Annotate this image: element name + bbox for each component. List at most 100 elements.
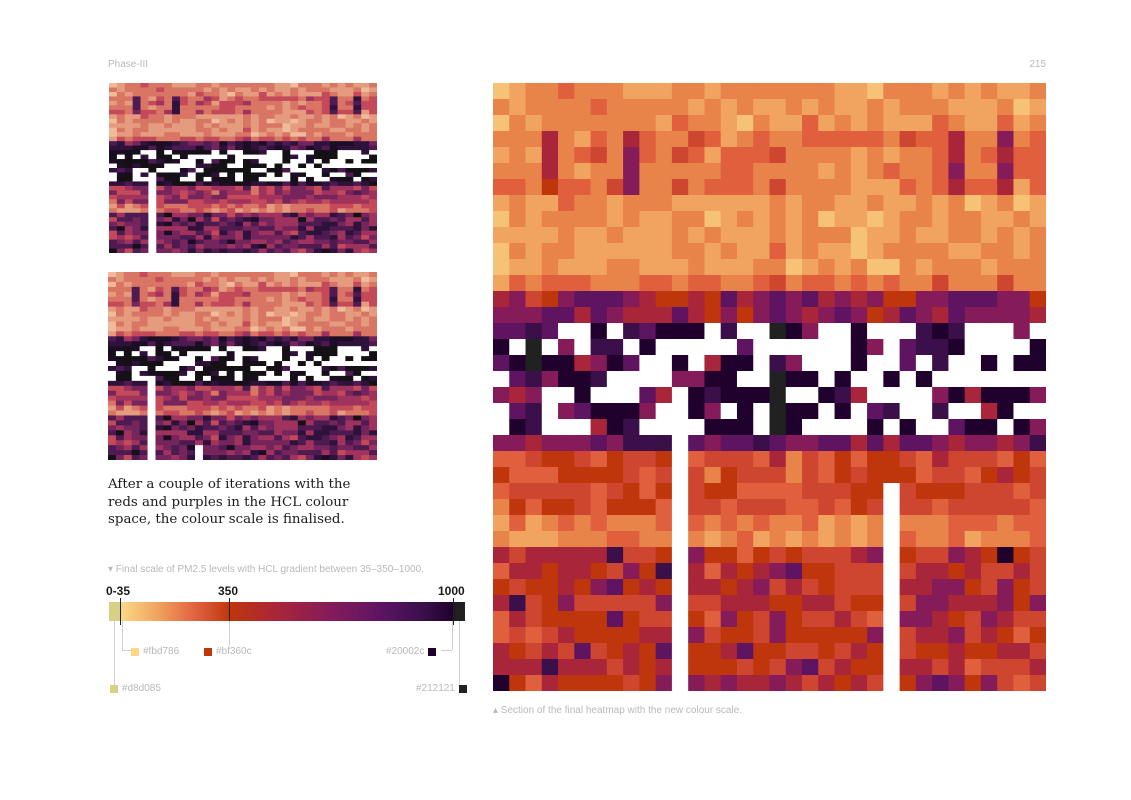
heatmap-cell: [305, 425, 315, 431]
heatmap-cell: [345, 410, 354, 416]
heatmap-cell: [202, 301, 212, 308]
heatmap-cell: [883, 371, 901, 388]
heatmap-cell: [195, 450, 204, 456]
heatmap-cell: [671, 307, 689, 324]
heatmap-cell: [266, 356, 275, 362]
heatmap-cell: [171, 375, 180, 382]
heatmap-cell: [155, 311, 164, 317]
heatmap-cell: [140, 87, 149, 93]
heatmap-cell: [289, 455, 299, 460]
heatmap-cell: [818, 163, 835, 180]
heatmap-cell: [329, 194, 338, 200]
heatmap-cell: [242, 370, 251, 377]
heatmap-cell: [172, 208, 181, 214]
heatmap-cell: [337, 176, 346, 182]
heatmap-cell: [305, 346, 315, 352]
heatmap-cell: [802, 451, 819, 468]
heatmap-cell: [802, 291, 819, 308]
heatmap-cell: [115, 455, 125, 460]
heatmap-cell: [218, 385, 228, 392]
heatmap-cell: [147, 435, 156, 441]
heatmap-cell: [218, 351, 228, 357]
heatmap-cell: [202, 356, 212, 362]
heatmap-cell: [899, 323, 917, 340]
heatmap-cell: [883, 323, 901, 340]
heatmap-cell: [195, 316, 204, 322]
heatmap-cell: [203, 235, 212, 240]
heatmap-cell: [108, 291, 117, 298]
heatmap-cell: [818, 483, 835, 500]
heatmap-cell: [313, 159, 323, 164]
heatmap-cell: [124, 96, 134, 102]
heatmap-cell: [187, 235, 197, 240]
heatmap-cell: [147, 390, 156, 397]
heatmap-cell: [493, 595, 510, 612]
heatmap-cell: [883, 99, 901, 116]
heatmap-cell: [258, 226, 268, 232]
heatmap-cell: [148, 208, 157, 214]
heatmap-cell: [329, 150, 338, 155]
heatmap-cell: [639, 627, 657, 644]
heatmap-cell: [187, 272, 196, 278]
heatmap-cell: [171, 272, 180, 278]
heatmap-cell: [250, 380, 259, 387]
heatmap-cell: [720, 339, 738, 356]
heatmap-cell: [353, 316, 362, 322]
heatmap-cell: [639, 403, 657, 420]
heatmap-cell: [850, 435, 868, 452]
heatmap-cell: [131, 281, 141, 288]
heatmap-cell: [235, 114, 244, 120]
heatmap-cell: [785, 83, 803, 100]
heatmap-cell: [250, 96, 260, 102]
heatmap-cell: [179, 132, 189, 138]
heatmap-cell: [155, 356, 164, 362]
heatmap-cell: [289, 366, 299, 372]
heatmap-cell: [258, 132, 268, 138]
heatmap-cell: [203, 141, 212, 147]
heatmap-cell: [108, 346, 117, 352]
heatmap-cell: [124, 168, 134, 173]
heatmap-cell: [337, 316, 346, 322]
heatmap-cell: [289, 301, 299, 308]
heatmap-cell: [525, 467, 543, 484]
heatmap-cell: [802, 83, 819, 100]
heatmap-cell: [321, 405, 330, 411]
heatmap-cell: [163, 306, 172, 312]
heatmap-cell: [250, 455, 259, 460]
heatmap-cell: [639, 563, 657, 580]
heatmap-cell: [290, 87, 299, 93]
heatmap-cell: [493, 675, 510, 691]
heatmap-cell: [306, 87, 315, 93]
heatmap-cell: [226, 301, 235, 308]
heatmap-cell: [140, 136, 149, 142]
heatmap-cell: [361, 385, 370, 392]
heatmap-cell: [313, 145, 323, 151]
heatmap-cell: [163, 286, 172, 293]
heatmap-cell: [179, 306, 188, 312]
heatmap-cell: [720, 451, 738, 468]
heatmap-cell: [156, 123, 165, 129]
heatmap-cell: [195, 405, 204, 411]
heatmap-cell: [720, 259, 738, 276]
heatmap-cell: [541, 99, 559, 116]
heatmap-cell: [139, 420, 148, 426]
heatmap-cell: [187, 239, 197, 245]
heatmap-cell: [203, 127, 212, 133]
heatmap-cell: [219, 118, 228, 124]
heatmap-cell: [282, 163, 291, 169]
heatmap-cell: [802, 227, 819, 244]
heatmap-cell: [337, 226, 346, 232]
heatmap-cell: [818, 131, 835, 148]
heatmap-cell: [313, 395, 323, 402]
heatmap-cell: [525, 499, 543, 516]
heatmap-cell: [1013, 115, 1031, 132]
heatmap-cell: [753, 323, 770, 340]
heatmap-cell: [818, 291, 835, 308]
heatmap-cell: [140, 168, 149, 173]
heatmap-cell: [369, 450, 377, 456]
heatmap-cell: [345, 83, 354, 88]
heatmap-cell: [195, 370, 204, 377]
heatmap-cell: [329, 83, 338, 88]
heatmap-cell: [148, 96, 157, 102]
heatmap-cell: [623, 419, 640, 436]
